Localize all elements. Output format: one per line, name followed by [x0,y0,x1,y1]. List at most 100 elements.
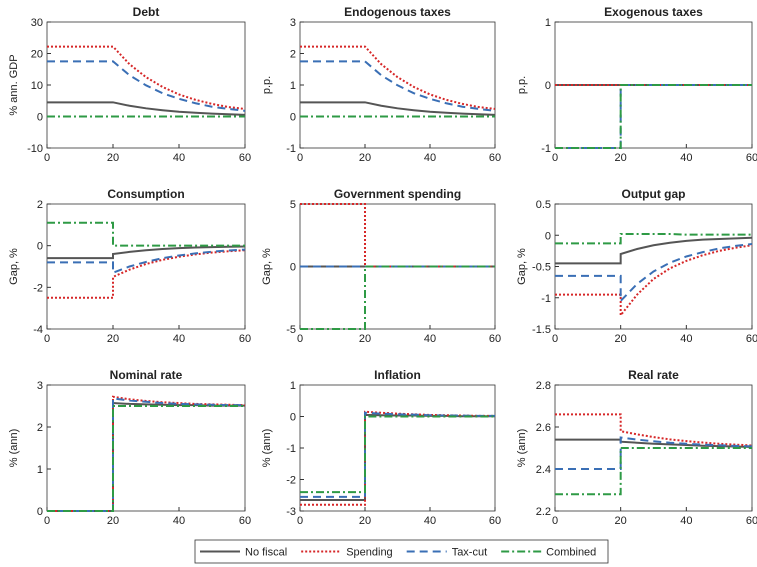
series-line [555,244,753,319]
series-line [47,395,246,512]
y-tick-label: 0 [37,112,43,124]
y-tick-label: 1 [290,380,296,392]
x-tick-label: 20 [107,515,119,527]
x-tick-label: 40 [424,515,436,527]
y-tick-label: 10 [31,80,43,92]
y-tick-label: 1 [545,17,551,29]
series-line [555,413,753,447]
x-tick-label: 60 [239,333,251,345]
y-axis-label: p.p. [261,76,273,94]
series-line [47,405,245,512]
x-tick-label: 60 [489,515,501,527]
x-tick-label: 20 [107,333,119,345]
y-tick-label: 2 [37,199,43,211]
y-axis-label: % (ann) [8,429,20,468]
series-line [300,45,496,110]
series-line [555,436,753,470]
x-tick-label: 60 [746,152,757,164]
panel-title: Inflation [374,368,421,382]
y-tick-label: 1 [37,464,43,476]
x-tick-label: 0 [297,333,303,345]
x-tick-label: 20 [359,333,371,345]
legend-box [194,539,609,564]
series-line [555,233,752,245]
x-tick-label: 60 [746,515,757,527]
series-line [47,248,246,275]
x-tick-label: 40 [424,152,436,164]
y-tick-label: -0.5 [532,262,551,274]
panel-title: Endogenous taxes [344,5,451,19]
x-tick-label: 40 [173,515,185,527]
series-line [300,101,496,116]
x-tick-label: 40 [680,515,692,527]
y-tick-label: 3 [37,380,43,392]
panel-title: Real rate [628,368,679,382]
x-tick-label: 60 [239,152,251,164]
y-tick-label: 0 [290,412,296,424]
y-tick-label: 2.6 [536,422,551,434]
x-tick-label: 0 [552,152,558,164]
legend-label: No fiscal [245,547,287,559]
x-tick-label: 40 [173,152,185,164]
y-tick-label: 0 [290,112,296,124]
legend-label: Tax-cut [452,547,487,559]
series-line [555,447,752,496]
y-tick-label: -1 [286,143,296,155]
series-line [300,415,495,494]
x-tick-label: 40 [173,333,185,345]
y-axis-label: % ann. GDP [8,54,20,115]
y-tick-label: 2 [290,49,296,61]
y-tick-label: 0.5 [536,199,551,211]
panel-title: Consumption [107,187,184,201]
y-axis-label: Gap, % [516,248,528,285]
y-tick-label: 2 [37,422,43,434]
y-tick-label: -3 [286,506,296,518]
y-tick-label: -1.5 [532,324,551,336]
y-tick-label: -2 [33,282,43,294]
x-tick-label: 0 [297,515,303,527]
axes-box [554,203,753,330]
y-tick-label: 3 [290,17,296,29]
legend-label: Spending [346,547,393,559]
series-line [555,84,752,149]
y-tick-label: 2.8 [536,380,551,392]
x-tick-label: 0 [44,152,50,164]
x-tick-label: 60 [746,333,757,345]
x-tick-label: 20 [615,515,627,527]
y-axis-label: Gap, % [8,248,20,285]
series-line [47,60,246,112]
series-line [300,265,495,330]
panel-title: Output gap [622,187,686,201]
y-tick-label: -1 [286,443,296,455]
series-line [300,60,496,112]
y-tick-label: 5 [290,199,296,211]
y-tick-label: 0 [37,506,43,518]
y-tick-label: 0 [37,241,43,253]
y-tick-label: 0 [545,230,551,242]
y-tick-label: -2 [286,475,296,487]
y-axis-label: % (ann) [261,429,273,468]
series-line [555,236,753,265]
legend-label: Combined [546,547,596,559]
y-axis-label: p.p. [516,76,528,94]
x-tick-label: 40 [680,333,692,345]
x-tick-label: 60 [489,152,501,164]
y-tick-label: 0 [290,262,296,274]
x-tick-label: 40 [424,333,436,345]
y-tick-label: 2.4 [536,464,551,476]
x-tick-label: 20 [615,152,627,164]
y-tick-label: -4 [33,324,43,336]
x-tick-label: 0 [44,515,50,527]
y-tick-label: -5 [286,324,296,336]
series-line [47,397,245,512]
y-tick-label: -1 [541,293,551,305]
y-tick-label: 1 [290,80,296,92]
x-tick-label: 20 [359,152,371,164]
x-tick-label: 0 [552,515,558,527]
series-line [47,221,245,247]
x-tick-label: 0 [297,152,303,164]
x-tick-label: 0 [44,333,50,345]
x-tick-label: 60 [239,515,251,527]
